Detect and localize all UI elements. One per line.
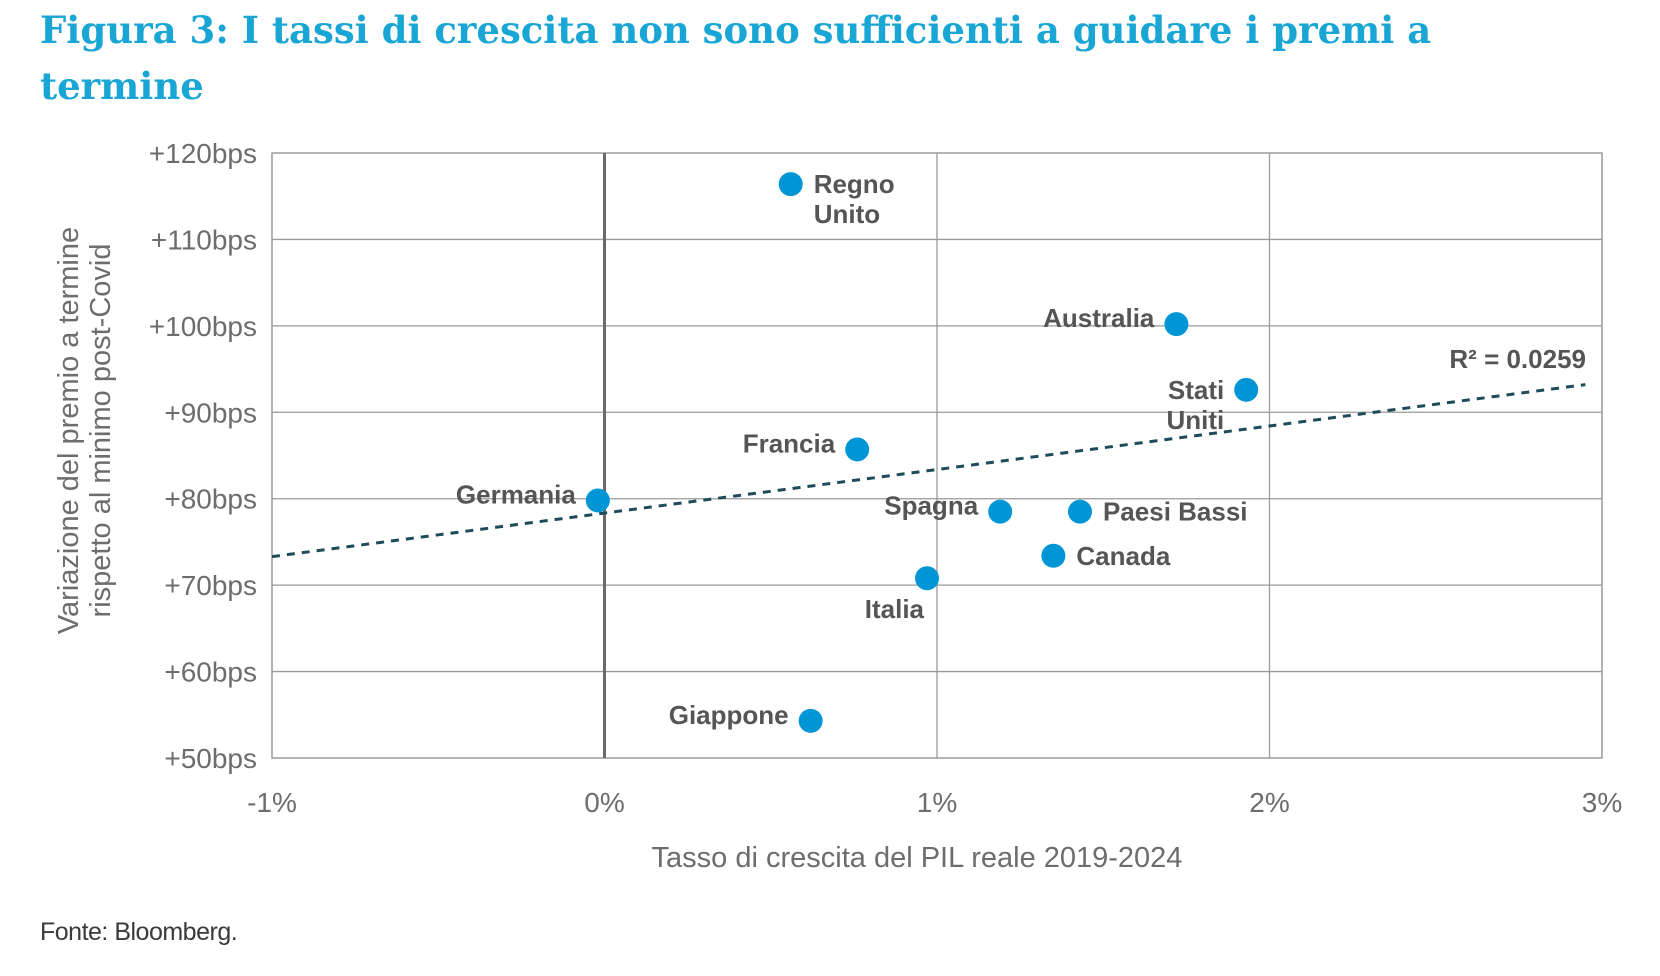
y-tick-label: +70bps xyxy=(164,570,257,601)
data-point xyxy=(1067,499,1092,524)
point-label-line: Spagna xyxy=(884,491,978,521)
y-tick-label: +60bps xyxy=(164,657,257,688)
x-axis-title: Tasso di crescita del PIL reale 2019-202… xyxy=(652,842,1183,874)
scatter-chart: R² = 0.0259 +50bps +60bps +70bps +80bps +90b… xyxy=(53,138,1622,874)
data-point xyxy=(1041,543,1066,568)
x-tick-label: 2% xyxy=(1249,787,1289,818)
point-label-line: Unito xyxy=(814,199,880,229)
data-point xyxy=(915,566,940,591)
y-tick-label: +110bps xyxy=(151,224,257,255)
source-note: Fonte: Bloomberg. xyxy=(40,918,238,946)
point-label: Paesi Bassi xyxy=(1103,497,1248,527)
point-label: Canada xyxy=(1076,541,1170,571)
y-tick-label: +120bps xyxy=(149,138,257,169)
point-label-line: Regno xyxy=(814,169,895,199)
trendline xyxy=(271,383,1586,559)
x-tick-label: 1% xyxy=(917,787,957,818)
trendline-group: R² = 0.0259 xyxy=(271,344,1586,559)
point-label-line: Francia xyxy=(743,428,836,458)
x-tick-label: 0% xyxy=(584,787,624,818)
point-label: Germania xyxy=(456,479,576,509)
point-label-line: Canada xyxy=(1076,541,1170,571)
point-label-line: Italia xyxy=(865,594,925,624)
axis-ticks: +50bps +60bps +70bps +80bps +90bps +100bps +11… xyxy=(149,138,1622,818)
point-label: Italia xyxy=(865,594,925,624)
point-label-line: Australia xyxy=(1043,303,1155,333)
y-tick-label: +80bps xyxy=(164,484,257,515)
y-tick-label: +50bps xyxy=(164,743,257,774)
x-tick-label: -1% xyxy=(247,787,297,818)
point-label: Regno Unito xyxy=(814,169,895,229)
data-points: Regno Unito Australia Stati Uniti Francia Germ… xyxy=(456,169,1259,733)
r-squared-label: R² = 0.0259 xyxy=(1449,344,1586,374)
point-label: Francia xyxy=(743,428,836,458)
point-label-line: Uniti xyxy=(1166,405,1224,435)
y-tick-label: +90bps xyxy=(164,397,257,428)
x-tick-label: 3% xyxy=(1582,787,1622,818)
data-point xyxy=(585,488,610,513)
point-label-line: Giappone xyxy=(669,700,789,730)
point-label-line: Paesi Bassi xyxy=(1103,497,1248,527)
axis-labels: Tasso di crescita del PIL reale 2019-202… xyxy=(53,227,1182,874)
y-axis-title-line: rispetto al minimo post-Covid xyxy=(85,244,117,618)
point-label-line: Germania xyxy=(456,479,576,509)
y-tick-label: +100bps xyxy=(149,311,257,342)
point-label: Stati Uniti xyxy=(1166,375,1224,435)
data-point xyxy=(1234,377,1259,402)
chart-title: Figura 3: I tassi di crescita non sono s… xyxy=(40,8,1432,108)
point-label: Giappone xyxy=(669,700,789,730)
data-point xyxy=(845,437,870,462)
grid xyxy=(271,152,1603,759)
point-label: Australia xyxy=(1043,303,1155,333)
data-point xyxy=(1164,312,1189,337)
data-point xyxy=(798,708,823,733)
point-label: Spagna xyxy=(884,491,978,521)
point-label-line: Stati xyxy=(1168,375,1224,405)
y-axis-title-line: Variazione del premio a termine xyxy=(53,227,85,634)
data-point xyxy=(778,172,803,197)
data-point xyxy=(988,499,1013,524)
